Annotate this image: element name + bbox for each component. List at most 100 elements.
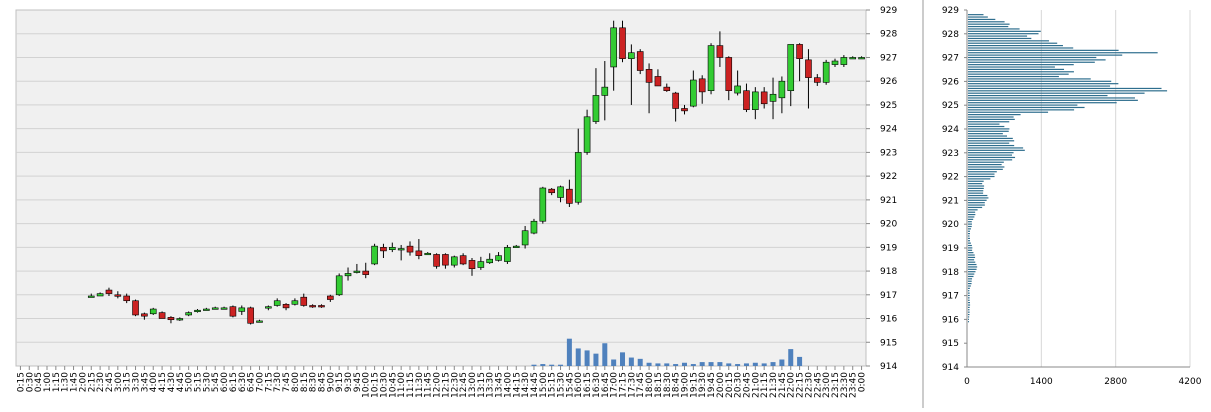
x-tick-label: 4:15 bbox=[158, 372, 168, 392]
profile-bar bbox=[968, 59, 1106, 61]
profile-bar bbox=[968, 83, 1119, 85]
x-tick-label: 2:15 bbox=[87, 372, 97, 392]
profile-bar bbox=[968, 178, 991, 180]
volume-bar bbox=[575, 348, 581, 366]
profile-bar bbox=[968, 156, 1016, 159]
x-tick-label: 11:30 bbox=[415, 372, 425, 398]
volume-bar bbox=[531, 364, 537, 366]
profile-bar bbox=[968, 311, 970, 313]
profile-bar bbox=[968, 321, 970, 323]
volume-bar bbox=[761, 363, 767, 366]
profile-bar bbox=[968, 40, 1049, 42]
y-tick-label: 917 bbox=[880, 291, 897, 301]
profile-bar bbox=[968, 192, 984, 194]
y-tick-label: 920 bbox=[880, 220, 897, 230]
profile-bar bbox=[968, 249, 973, 251]
profile-bar bbox=[968, 225, 972, 228]
profile-bar bbox=[968, 190, 984, 192]
x-tick-label: 2:45 bbox=[105, 372, 115, 392]
x-tick-label: 19:30 bbox=[698, 372, 708, 398]
candle-body bbox=[353, 270, 361, 273]
candle-body bbox=[681, 108, 688, 112]
x-tick-label: 13:00 bbox=[468, 372, 478, 398]
candle-body bbox=[176, 318, 184, 321]
profile-bar bbox=[968, 273, 975, 275]
y-tick-label: 921 bbox=[880, 196, 897, 206]
volume-bar bbox=[735, 364, 741, 366]
profile-bar bbox=[968, 111, 1049, 113]
x-tick-label: 22:45 bbox=[813, 372, 823, 398]
candle-body bbox=[539, 187, 547, 222]
profile-y-tick-label: 916 bbox=[942, 315, 959, 325]
candle-body bbox=[114, 294, 122, 297]
candle-body bbox=[486, 258, 493, 264]
profile-bar bbox=[968, 128, 1010, 130]
profile-y-tick-label: 924 bbox=[942, 125, 959, 135]
x-tick-label: 4:45 bbox=[176, 372, 186, 392]
profile-bar bbox=[968, 94, 1108, 97]
profile-bar bbox=[968, 75, 1059, 78]
profile-bar bbox=[968, 23, 1010, 25]
profile-bar bbox=[968, 183, 983, 185]
x-tick-label: 17:00 bbox=[610, 372, 620, 398]
x-tick-label: 4:30 bbox=[167, 372, 177, 392]
candle-body bbox=[707, 45, 715, 91]
profile-bar bbox=[968, 166, 1005, 168]
volume-bar bbox=[788, 349, 794, 366]
candle-body bbox=[256, 320, 263, 323]
candle-body bbox=[327, 295, 334, 300]
x-tick-label: 20:15 bbox=[725, 372, 735, 398]
x-tick-label: 1:00 bbox=[43, 372, 53, 392]
profile-bar bbox=[968, 235, 970, 237]
x-tick-label: 10:45 bbox=[388, 372, 398, 398]
x-tick-label: 6:30 bbox=[238, 372, 248, 392]
profile-bar bbox=[968, 313, 970, 316]
candle-body bbox=[406, 245, 414, 253]
x-tick-label: 21:15 bbox=[760, 372, 770, 398]
profile-bar bbox=[968, 209, 978, 211]
candle-body bbox=[778, 80, 786, 99]
profile-bar bbox=[968, 135, 1008, 137]
volume-bar bbox=[673, 364, 679, 366]
profile-bar bbox=[968, 66, 1055, 68]
profile-bar bbox=[968, 87, 1162, 90]
profile-bar bbox=[968, 297, 970, 299]
profile-bar bbox=[968, 294, 970, 297]
profile-x-tick-label: 0 bbox=[964, 377, 970, 387]
profile-bar bbox=[968, 61, 1095, 63]
candle-body bbox=[636, 51, 644, 71]
candle-body bbox=[132, 300, 139, 316]
candle-body bbox=[521, 230, 529, 246]
x-tick-label: 1:15 bbox=[52, 372, 62, 392]
profile-bar bbox=[968, 114, 1021, 116]
profile-bar bbox=[968, 221, 972, 223]
candle-body bbox=[822, 61, 830, 83]
candle-body bbox=[769, 93, 777, 102]
candle-body bbox=[760, 91, 768, 105]
volume-bar bbox=[726, 363, 732, 366]
candle-body bbox=[787, 44, 795, 91]
profile-bar bbox=[968, 216, 975, 218]
candle-body bbox=[690, 79, 697, 107]
profile-bar bbox=[968, 175, 995, 178]
candle-body bbox=[557, 186, 564, 198]
candle-body bbox=[574, 152, 582, 203]
candle-body bbox=[220, 307, 228, 310]
x-tick-label: 14:30 bbox=[521, 372, 531, 398]
profile-bar bbox=[968, 280, 972, 282]
x-tick-label: 5:15 bbox=[194, 372, 204, 392]
candle-body bbox=[805, 59, 812, 78]
x-tick-label: 19:00 bbox=[680, 372, 690, 398]
profile-bar bbox=[968, 73, 1069, 75]
profile-bar bbox=[968, 90, 1168, 92]
profile-bar bbox=[968, 263, 977, 266]
candle-body bbox=[415, 250, 423, 256]
x-tick-label: 13:15 bbox=[477, 372, 487, 398]
x-tick-label: 10:30 bbox=[379, 372, 389, 398]
x-tick-label: 17:15 bbox=[619, 372, 629, 398]
profile-bar bbox=[968, 47, 1074, 49]
profile-bar bbox=[968, 14, 984, 16]
profile-bar bbox=[968, 28, 1020, 30]
profile-bar bbox=[968, 125, 1005, 128]
